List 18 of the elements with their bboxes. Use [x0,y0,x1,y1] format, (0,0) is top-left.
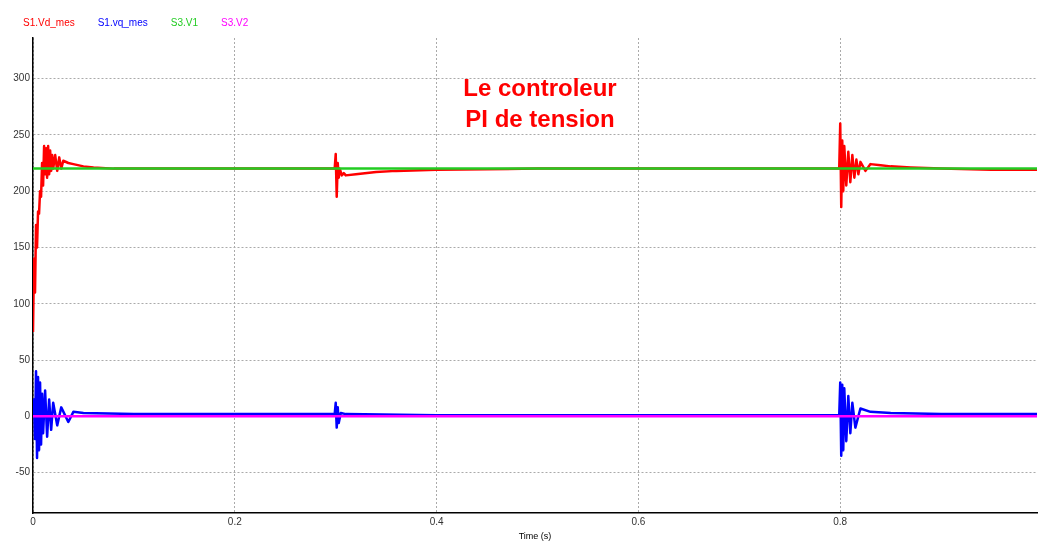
y-tick-label: 150 [13,241,31,253]
annotation: Le controleur PI de tension [462,73,618,134]
y-tick-label: 50 [18,353,31,365]
text: S1.Vd_mes [23,16,75,28]
x-tick-label: 0.4 [429,515,444,527]
text: S3.V1 [170,16,199,28]
x-tick-label: 0.8 [833,515,848,527]
text: S3.V2 [220,16,249,28]
x-tick-label: 0.6 [631,515,646,527]
y-tick-label: 100 [13,297,31,309]
y-tick-label: 0 [24,410,31,422]
y-tick-label: 300 [13,72,31,84]
y-tick-label: 200 [13,184,31,196]
y-tick-label: 250 [13,128,31,140]
text: S1.vq_mes [97,16,148,28]
x-axis-title: Time (s) [518,531,552,542]
y-tick-label: -50 [15,466,31,478]
x-tick-label: 0.2 [227,515,243,527]
